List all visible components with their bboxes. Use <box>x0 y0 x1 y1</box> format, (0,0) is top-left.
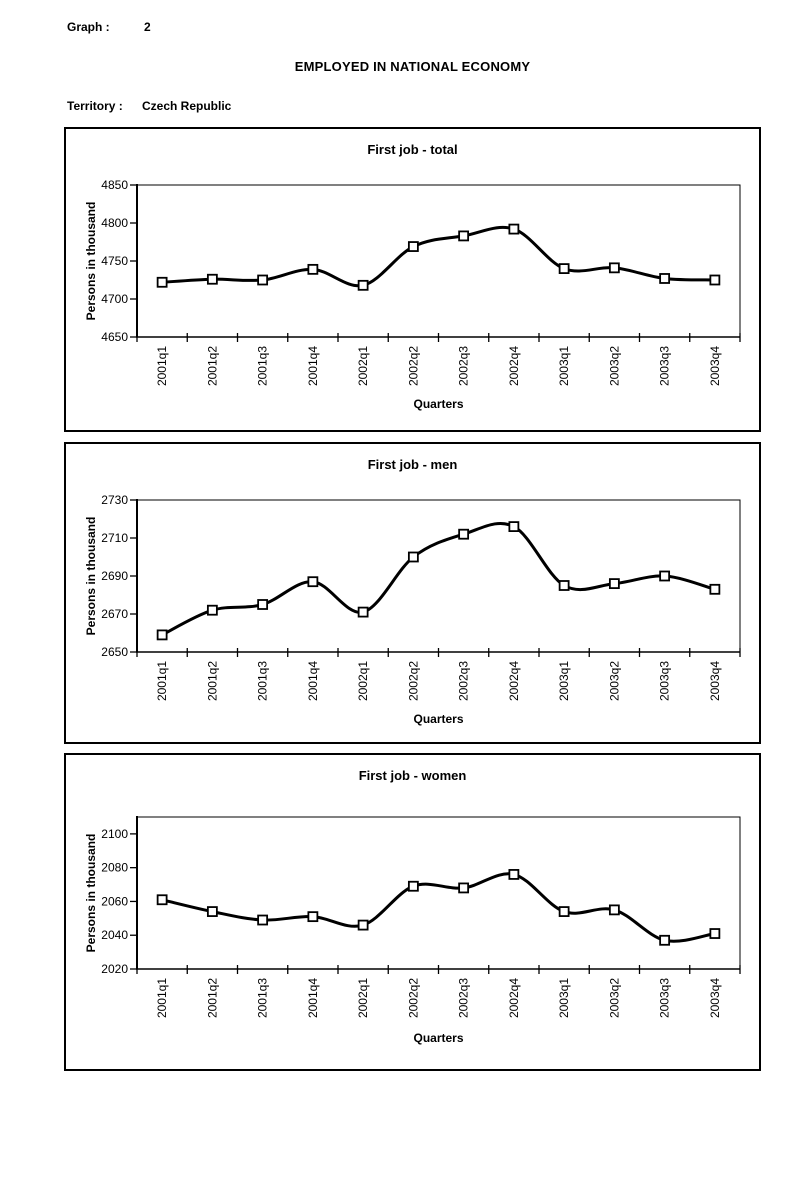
svg-text:2003q2: 2003q2 <box>607 978 621 1018</box>
chart-panel-first-job-women: 2020 2040 2060 2080 2100 2001q1 2001q2 2001q3 20… <box>64 753 761 1071</box>
svg-text:2001q1: 2001q1 <box>155 661 169 701</box>
svg-text:2001q3: 2001q3 <box>256 346 270 386</box>
svg-text:2710: 2710 <box>101 531 128 545</box>
svg-text:2001q4: 2001q4 <box>306 661 320 701</box>
svg-text:2002q2: 2002q2 <box>406 346 420 386</box>
svg-text:2003q4: 2003q4 <box>708 661 722 701</box>
svg-text:2002q1: 2002q1 <box>356 661 370 701</box>
svg-text:2002q1: 2002q1 <box>356 346 370 386</box>
y-axis-title-total: Persons in thousand <box>84 201 98 321</box>
graph-label: Graph : <box>67 20 110 34</box>
svg-text:2002q4: 2002q4 <box>507 978 521 1018</box>
svg-text:2002q2: 2002q2 <box>406 661 420 701</box>
svg-text:2080: 2080 <box>101 861 128 875</box>
line-chart-first-job-women: 2020 2040 2060 2080 2100 2001q1 2001q2 2001q3 20… <box>101 816 741 1018</box>
svg-text:4650: 4650 <box>101 330 128 344</box>
svg-text:2020: 2020 <box>101 962 128 976</box>
svg-text:2003q1: 2003q1 <box>557 661 571 701</box>
svg-text:2003q2: 2003q2 <box>607 661 621 701</box>
svg-text:2001q3: 2001q3 <box>256 978 270 1018</box>
chart-title-women: First job - women <box>358 768 467 783</box>
svg-text:2002q2: 2002q2 <box>406 978 420 1018</box>
chart-title-total: First job - total <box>367 142 458 157</box>
svg-text:4700: 4700 <box>101 292 128 306</box>
svg-text:2003q4: 2003q4 <box>708 978 722 1018</box>
chart-title-men: First job - men <box>367 457 458 472</box>
territory-label: Territory : <box>67 99 123 113</box>
graph-number: 2 <box>144 20 151 34</box>
line-chart-first-job-men: 2650 2670 2690 2710 2730 2001q1 2001q2 2001q3 20… <box>101 493 741 701</box>
svg-text:2670: 2670 <box>101 607 128 621</box>
svg-text:2003q3: 2003q3 <box>658 978 672 1018</box>
svg-text:2001q2: 2001q2 <box>205 346 219 386</box>
svg-text:2003q1: 2003q1 <box>557 978 571 1018</box>
svg-text:2001q2: 2001q2 <box>205 661 219 701</box>
svg-text:2002q4: 2002q4 <box>507 346 521 386</box>
svg-text:2002q3: 2002q3 <box>457 978 471 1018</box>
svg-text:2001q4: 2001q4 <box>306 346 320 386</box>
page-title: EMPLOYED IN NATIONAL ECONOMY <box>294 59 531 74</box>
y-axis-title-men: Persons in thousand <box>84 516 98 636</box>
svg-text:2003q2: 2003q2 <box>607 346 621 386</box>
svg-text:2002q1: 2002q1 <box>356 978 370 1018</box>
y-axis-title-women: Persons in thousand <box>84 833 98 953</box>
svg-text:2040: 2040 <box>101 928 128 942</box>
svg-text:4850: 4850 <box>101 178 128 192</box>
svg-text:2650: 2650 <box>101 645 128 659</box>
svg-text:2060: 2060 <box>101 894 128 908</box>
svg-text:2100: 2100 <box>101 827 128 841</box>
svg-text:2002q3: 2002q3 <box>457 661 471 701</box>
svg-text:2730: 2730 <box>101 493 128 507</box>
territory-value: Czech Republic <box>142 99 232 113</box>
svg-text:2003q4: 2003q4 <box>708 346 722 386</box>
chart-panel-first-job-men: 2650 2670 2690 2710 2730 2001q1 2001q2 2001q3 20… <box>64 442 761 744</box>
svg-text:2001q1: 2001q1 <box>155 978 169 1018</box>
chart-panel-first-job-total: 4650 4700 4750 4800 4850 2001q1 2001q2 2001q3 20… <box>64 127 761 432</box>
x-axis-title-men: Quarters <box>413 712 464 726</box>
svg-text:4750: 4750 <box>101 254 128 268</box>
svg-text:2001q3: 2001q3 <box>256 661 270 701</box>
svg-text:2690: 2690 <box>101 569 128 583</box>
x-axis-title-total: Quarters <box>413 397 464 411</box>
svg-text:2001q2: 2001q2 <box>205 978 219 1018</box>
svg-text:2003q1: 2003q1 <box>557 346 571 386</box>
svg-text:2002q4: 2002q4 <box>507 661 521 701</box>
svg-text:2001q4: 2001q4 <box>306 978 320 1018</box>
svg-text:2002q3: 2002q3 <box>457 346 471 386</box>
svg-text:2003q3: 2003q3 <box>658 661 672 701</box>
svg-text:2003q3: 2003q3 <box>658 346 672 386</box>
x-axis-title-women: Quarters <box>413 1031 464 1045</box>
svg-text:4800: 4800 <box>101 216 128 230</box>
line-chart-first-job-total: 4650 4700 4750 4800 4850 2001q1 2001q2 2001q3 20… <box>101 178 741 386</box>
svg-text:2001q1: 2001q1 <box>155 346 169 386</box>
